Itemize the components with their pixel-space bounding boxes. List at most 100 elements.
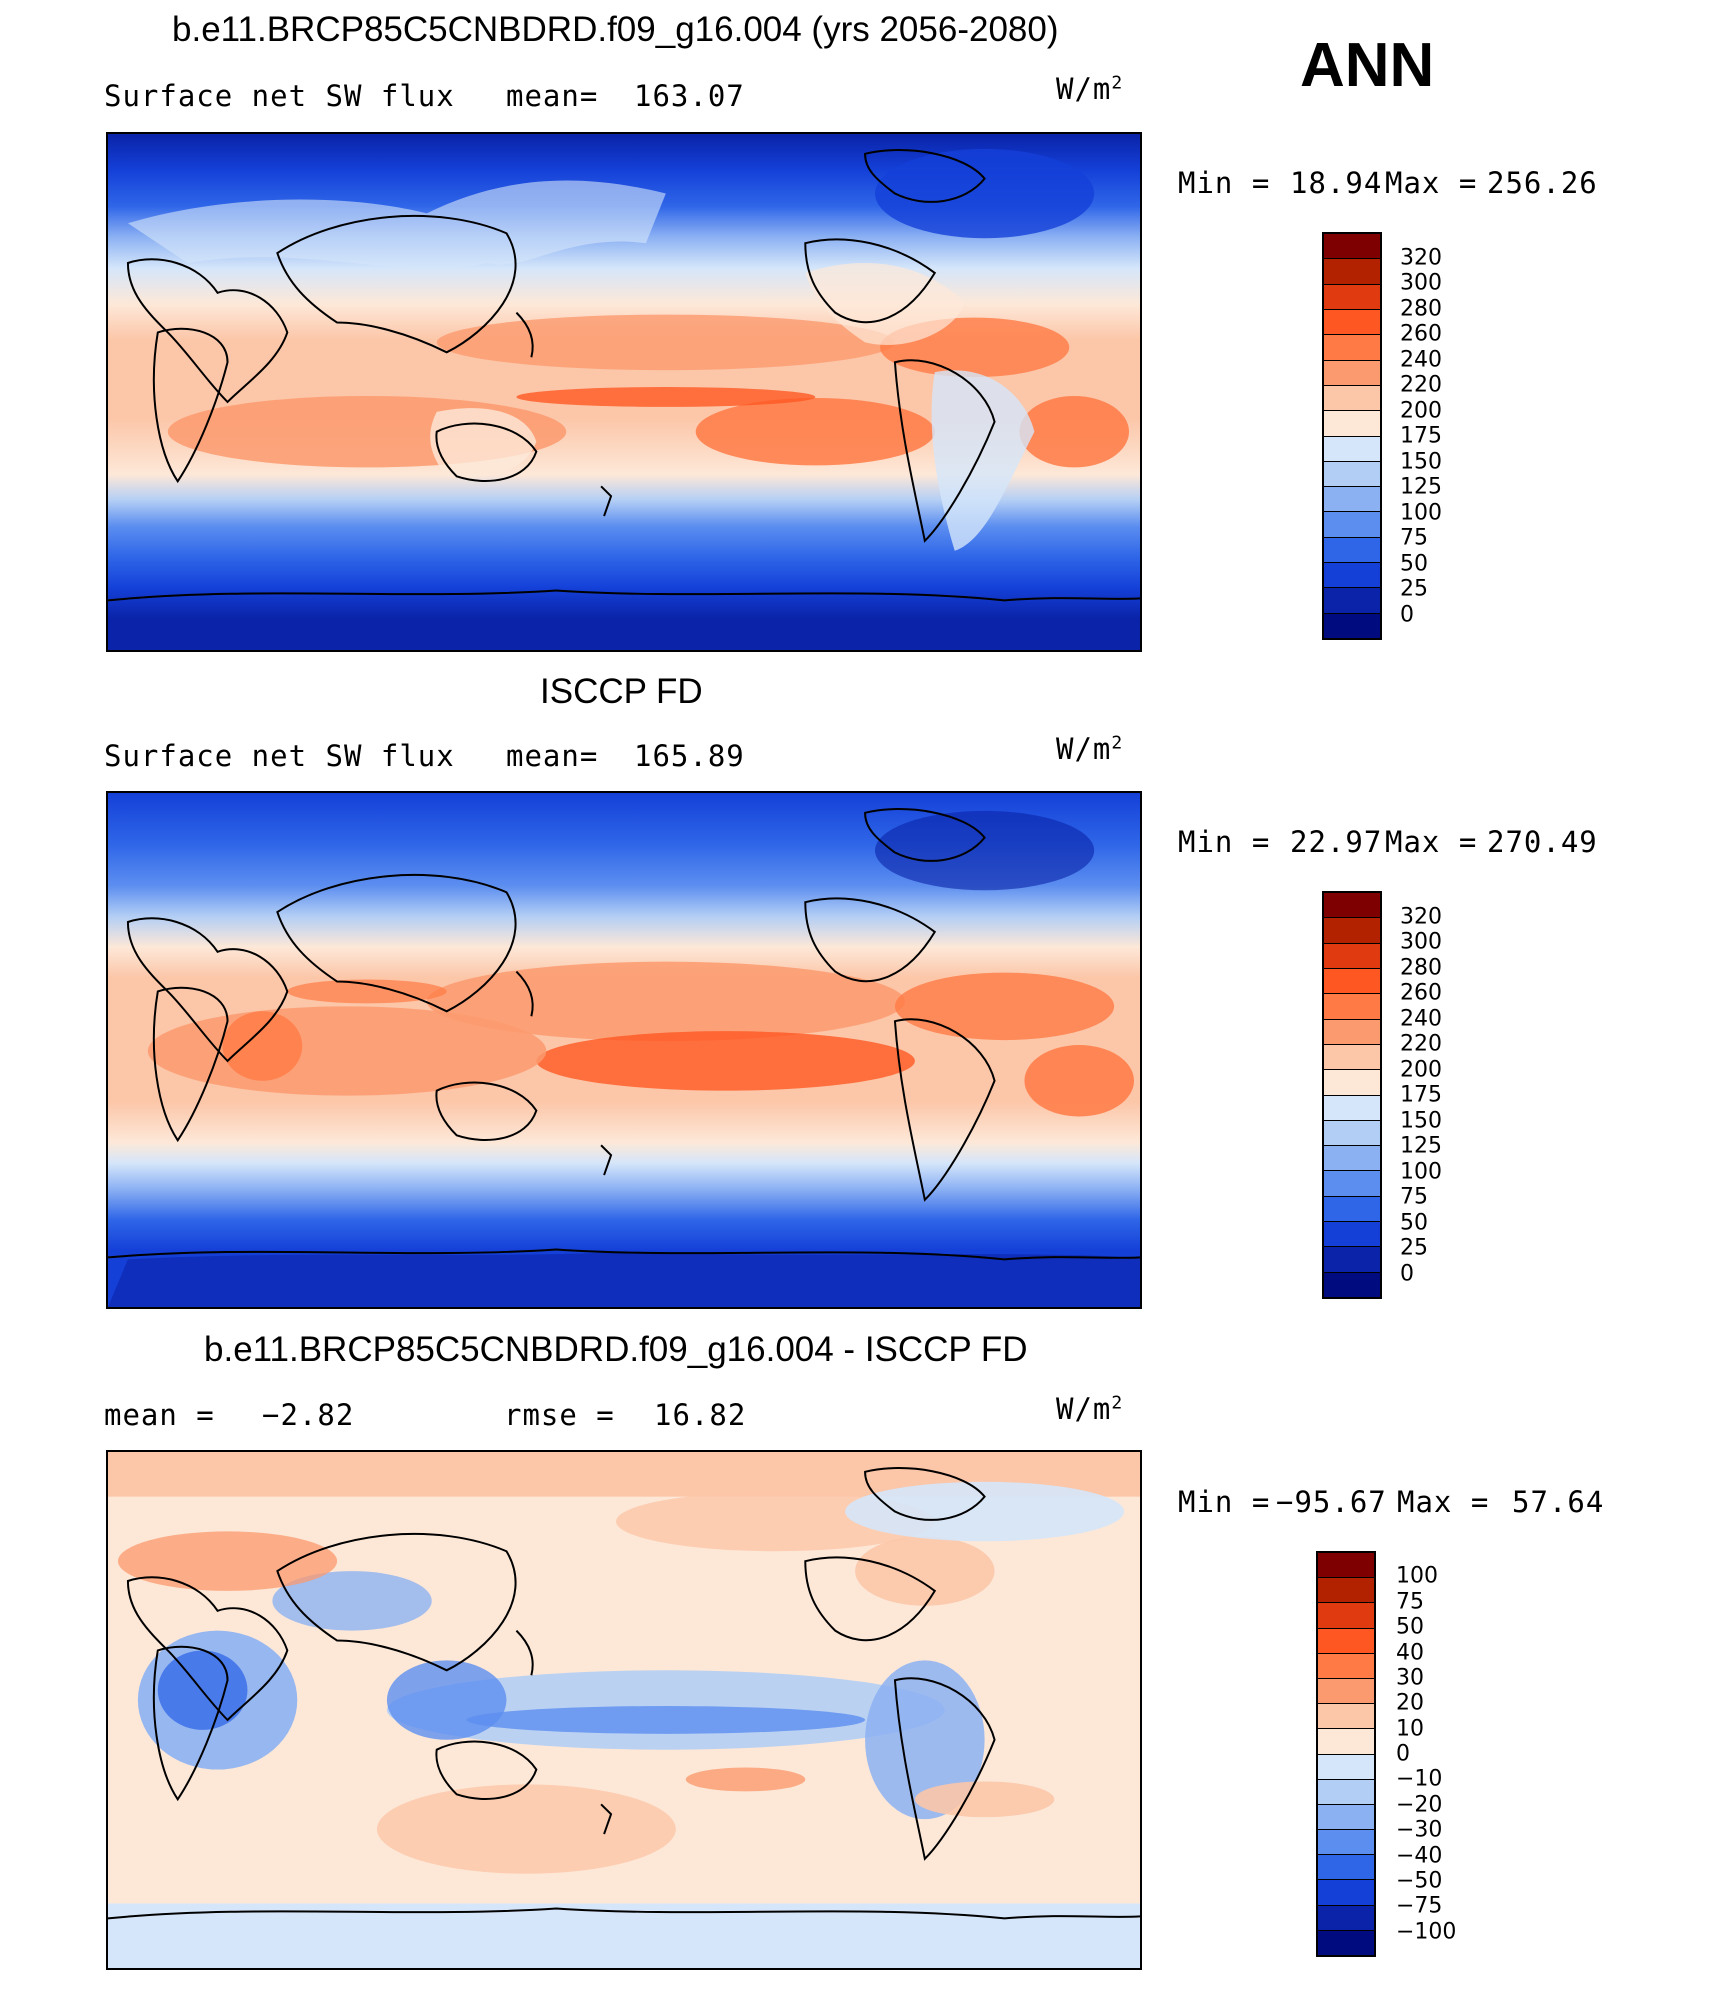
colorbar-swatch xyxy=(1324,563,1380,589)
panel-3-mean-label: mean = xyxy=(104,1398,215,1432)
colorbar-swatch xyxy=(1324,360,1380,386)
colorbar-swatch xyxy=(1324,537,1380,564)
colorbar-swatch xyxy=(1318,1779,1374,1805)
colorbar-swatch xyxy=(1318,1905,1374,1931)
colorbar-tick: −40 xyxy=(1396,1843,1443,1868)
panel-1-map-field xyxy=(108,134,1140,650)
colorbar-tick: 240 xyxy=(1400,347,1442,372)
colorbar-tick: 125 xyxy=(1400,1133,1442,1159)
panel-2-min-label: Min = xyxy=(1178,825,1271,859)
colorbar-tick: 50 xyxy=(1400,551,1428,576)
colorbar-swatch xyxy=(1324,893,1380,919)
colorbar-tick: 175 xyxy=(1400,423,1442,449)
colorbar-tick: −100 xyxy=(1396,1919,1457,1945)
colorbar-tick: 75 xyxy=(1396,1589,1424,1615)
panel-2-mean-value: 165.89 xyxy=(634,739,745,773)
panel-2-mean-label: mean= xyxy=(506,739,599,773)
panel-2-max-value: 270.49 xyxy=(1487,825,1598,859)
colorbar-swatch xyxy=(1318,1678,1374,1705)
colorbar-tick: 0 xyxy=(1400,1261,1414,1286)
colorbar-swatch xyxy=(1324,1120,1380,1147)
panel-3-units: W/m2 xyxy=(1056,1392,1124,1426)
panel-2-units: W/m2 xyxy=(1056,732,1124,766)
panel-1-colorbar xyxy=(1322,232,1382,640)
panel-3-mean-value: −2.82 xyxy=(262,1398,355,1432)
panel-3-colorbar-labels: 100 75 50 40 30 20 10 0 −10 −20 −30 −40 … xyxy=(1396,1551,1486,1957)
colorbar-swatch xyxy=(1324,284,1380,310)
panel-1-mean-value: 163.07 xyxy=(634,79,745,113)
colorbar-swatch xyxy=(1324,1070,1380,1096)
colorbar-swatch xyxy=(1318,1880,1374,1906)
colorbar-swatch xyxy=(1324,487,1380,513)
colorbar-tick: −30 xyxy=(1396,1817,1443,1843)
colorbar-tick: −50 xyxy=(1396,1868,1443,1894)
colorbar-tick: 260 xyxy=(1400,980,1442,1006)
colorbar-tick: 0 xyxy=(1396,1741,1410,1767)
colorbar-tick: 300 xyxy=(1400,929,1442,955)
panel-1-title: b.e11.BRCP85C5CNBDRD.f09_g16.004 (yrs 20… xyxy=(172,10,1059,49)
colorbar-swatch xyxy=(1318,1754,1374,1780)
panel-3-rmse-label: rmse = xyxy=(504,1398,615,1432)
colorbar-swatch xyxy=(1324,411,1380,437)
colorbar-swatch xyxy=(1324,1272,1380,1297)
colorbar-tick: 100 xyxy=(1396,1563,1438,1589)
colorbar-swatch xyxy=(1324,1222,1380,1248)
colorbar-tick: 300 xyxy=(1400,270,1442,296)
colorbar-swatch xyxy=(1324,1171,1380,1197)
colorbar-swatch xyxy=(1324,1196,1380,1223)
panel-1-mean-label: mean= xyxy=(506,79,599,113)
colorbar-swatch xyxy=(1318,1603,1374,1629)
colorbar-tick: 175 xyxy=(1400,1082,1442,1108)
panel-2-colorbar-labels: 320 300 280 260 240 220 200 175 150 125 … xyxy=(1400,891,1480,1299)
colorbar-swatch xyxy=(1318,1578,1374,1604)
colorbar-swatch xyxy=(1324,1044,1380,1071)
panel-2-variable-label: Surface net SW flux xyxy=(104,739,455,773)
colorbar-tick: 150 xyxy=(1400,449,1442,474)
colorbar-tick: 50 xyxy=(1396,1614,1424,1640)
colorbar-swatch xyxy=(1324,918,1380,944)
colorbar-swatch xyxy=(1318,1704,1374,1730)
colorbar-swatch xyxy=(1324,1247,1380,1273)
colorbar-tick: 260 xyxy=(1400,321,1442,347)
colorbar-tick: 75 xyxy=(1400,525,1428,551)
colorbar-tick: 0 xyxy=(1400,602,1414,627)
panel-1-units: W/m2 xyxy=(1056,72,1124,106)
colorbar-tick: −10 xyxy=(1396,1766,1443,1792)
panel-1-min-value: 18.94 xyxy=(1290,166,1383,200)
colorbar-swatch xyxy=(1324,309,1380,336)
colorbar-swatch xyxy=(1318,1653,1374,1679)
colorbar-tick: −75 xyxy=(1396,1893,1443,1919)
colorbar-tick: 25 xyxy=(1400,576,1428,602)
colorbar-tick: 30 xyxy=(1396,1665,1424,1691)
colorbar-swatch xyxy=(1324,613,1380,638)
colorbar-swatch xyxy=(1324,512,1380,538)
colorbar-swatch xyxy=(1324,234,1380,260)
colorbar-swatch xyxy=(1324,943,1380,969)
colorbar-tick: 220 xyxy=(1400,1031,1442,1057)
colorbar-swatch xyxy=(1324,436,1380,462)
panel-1-colorbar-labels: 320 300 280 260 240 220 200 175 150 125 … xyxy=(1400,232,1480,640)
panel-3-rmse-value: 16.82 xyxy=(654,1398,747,1432)
colorbar-swatch xyxy=(1324,1095,1380,1121)
colorbar-tick: 50 xyxy=(1400,1210,1428,1235)
colorbar-tick: 10 xyxy=(1396,1716,1424,1742)
colorbar-tick: 100 xyxy=(1400,500,1442,525)
panel-2-max-label: Max = xyxy=(1385,825,1478,859)
colorbar-swatch xyxy=(1324,968,1380,995)
colorbar-tick: 25 xyxy=(1400,1235,1428,1261)
colorbar-tick: 200 xyxy=(1400,1057,1442,1082)
panel-3-title: b.e11.BRCP85C5CNBDRD.f09_g16.004 - ISCCP… xyxy=(204,1330,1028,1369)
panel-2-colorbar xyxy=(1322,891,1382,1299)
colorbar-tick: 20 xyxy=(1396,1690,1424,1716)
colorbar-tick: 100 xyxy=(1400,1159,1442,1184)
colorbar-tick: 200 xyxy=(1400,398,1442,423)
panel-1-min-label: Min = xyxy=(1178,166,1271,200)
colorbar-swatch xyxy=(1318,1830,1374,1856)
panel-1-variable-label: Surface net SW flux xyxy=(104,79,455,113)
panel-1-map xyxy=(106,132,1142,652)
colorbar-swatch xyxy=(1324,461,1380,488)
colorbar-swatch xyxy=(1324,259,1380,285)
colorbar-swatch xyxy=(1324,994,1380,1020)
panel-1-max-value: 256.26 xyxy=(1487,166,1598,200)
colorbar-swatch xyxy=(1324,335,1380,361)
